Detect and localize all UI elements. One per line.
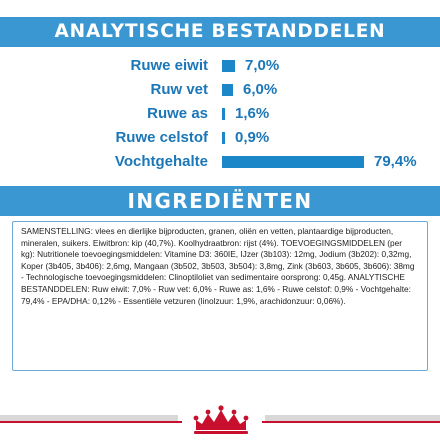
chart-value-label: 7,0%: [245, 57, 280, 74]
chart-bar: [222, 156, 364, 168]
analysis-title: ANALYTISCHE BESTANDDELEN: [54, 21, 386, 42]
footer-divider-left: [0, 415, 178, 421]
chart-value-label: 0,9%: [235, 129, 270, 146]
chart-category-label: Ruw vet: [150, 81, 208, 98]
chart-bar: [222, 60, 235, 72]
chart-category-label: Ruwe as: [147, 105, 208, 122]
footer-red-stripe-left: [0, 421, 182, 423]
chart-value-label: 1,6%: [235, 105, 270, 122]
chart-bar: [222, 132, 225, 144]
chart-row: Ruwe as 1,6%: [0, 104, 440, 124]
ingredients-title: INGREDIËNTEN: [127, 189, 313, 213]
chart-category-label: Ruwe eiwit: [130, 57, 208, 74]
chart-category-label: Ruwe celstof: [115, 129, 208, 146]
footer-divider-right: [265, 415, 440, 421]
chart-bar: [222, 108, 225, 120]
chart-row: Ruwe celstof 0,9%: [0, 128, 440, 148]
royal-canin-crown-logo-icon: [193, 405, 249, 434]
ingredients-text: SAMENSTELLING: vlees en dierlijke bijpro…: [21, 226, 415, 306]
chart-row: Ruwe eiwit 7,0%: [0, 56, 440, 76]
nutrient-bar-chart: Ruwe eiwit 7,0% Ruw vet 6,0% Ruwe as 1,6% Ruwe…: [0, 56, 440, 176]
analysis-title-banner: ANALYTISCHE BESTANDDELEN: [0, 17, 440, 47]
chart-category-label: Vochtgehalte: [114, 153, 208, 170]
chart-value-label: 79,4%: [374, 153, 417, 170]
footer-red-stripe-right: [262, 421, 440, 423]
chart-row: Vochtgehalte 79,4%: [0, 152, 440, 172]
ingredients-title-banner: INGREDIËNTEN: [0, 186, 440, 216]
chart-bar: [222, 84, 233, 96]
chart-row: Ruw vet 6,0%: [0, 80, 440, 100]
ingredients-box: SAMENSTELLING: vlees en dierlijke bijpro…: [12, 221, 428, 371]
chart-value-label: 6,0%: [243, 81, 278, 98]
